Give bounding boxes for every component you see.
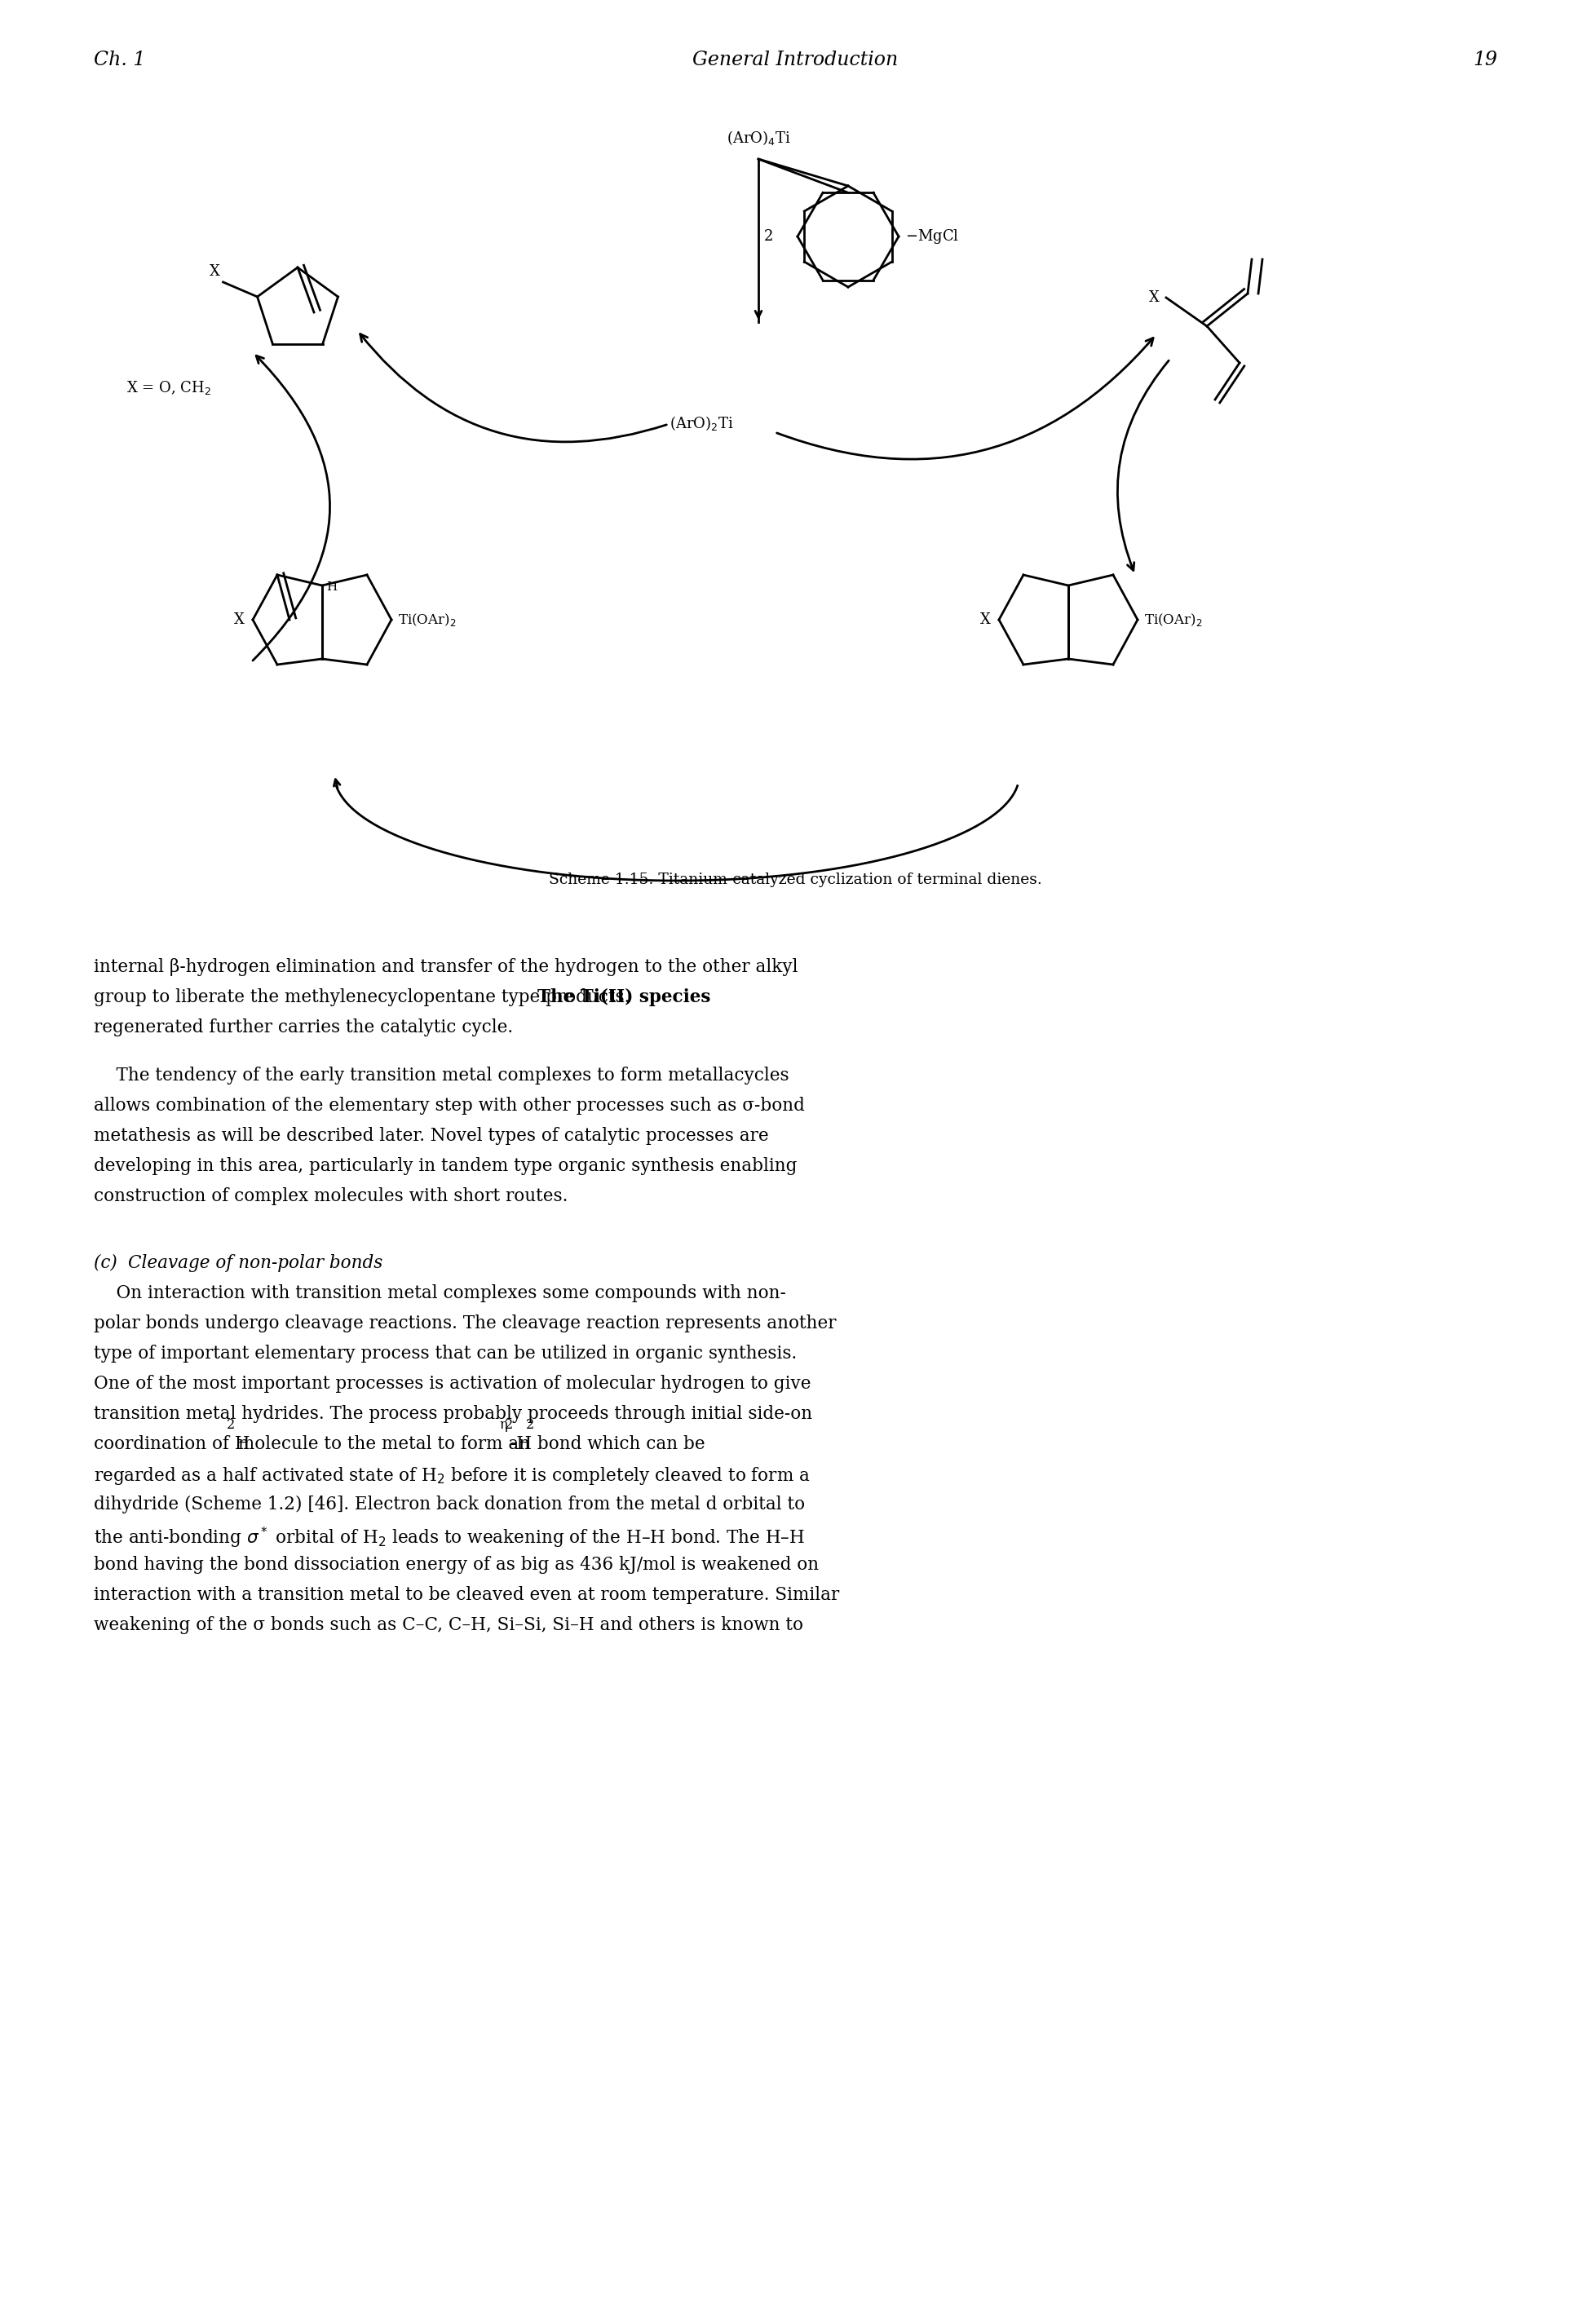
Text: molecule to the metal to form an: molecule to the metal to form an — [232, 1434, 536, 1452]
FancyArrowPatch shape — [253, 356, 329, 660]
Text: -H: -H — [511, 1434, 531, 1452]
Text: bond having the bond dissociation energy of as big as 436 kJ/mol is weakened on: bond having the bond dissociation energy… — [94, 1555, 819, 1573]
FancyArrowPatch shape — [1117, 360, 1169, 569]
Text: 2: 2 — [527, 1418, 535, 1432]
Text: Ti(OAr)$_2$: Ti(OAr)$_2$ — [1144, 611, 1203, 627]
Text: X: X — [234, 614, 245, 627]
Text: X: X — [1149, 290, 1160, 304]
Text: (c): (c) — [94, 1255, 129, 1271]
Text: the anti-bonding $\sigma^*$ orbital of H$_2$ leads to weakening of the H–H bond.: the anti-bonding $\sigma^*$ orbital of H… — [94, 1525, 805, 1550]
Text: allows combination of the elementary step with other processes such as σ-bond: allows combination of the elementary ste… — [94, 1097, 805, 1116]
Text: (ArO)$_2$Ti: (ArO)$_2$Ti — [670, 414, 733, 432]
Text: polar bonds undergo cleavage reactions. The cleavage reaction represents another: polar bonds undergo cleavage reactions. … — [94, 1313, 837, 1332]
FancyArrowPatch shape — [776, 337, 1153, 460]
Text: 2: 2 — [228, 1418, 235, 1432]
Text: type of important elementary process that can be utilized in organic synthesis.: type of important elementary process tha… — [94, 1343, 797, 1362]
Text: construction of complex molecules with short routes.: construction of complex molecules with s… — [94, 1188, 568, 1206]
Text: internal β-hydrogen elimination and transfer of the hydrogen to the other alkyl: internal β-hydrogen elimination and tran… — [94, 957, 799, 976]
FancyArrowPatch shape — [360, 335, 667, 442]
Text: X: X — [980, 614, 991, 627]
Text: (ArO)$_4$Ti: (ArO)$_4$Ti — [727, 128, 791, 146]
Text: $-$MgCl: $-$MgCl — [905, 228, 959, 246]
Text: 2: 2 — [764, 230, 773, 244]
Text: H: H — [326, 581, 337, 593]
Text: developing in this area, particularly in tandem type organic synthesis enabling: developing in this area, particularly in… — [94, 1157, 797, 1176]
Text: coordination of H: coordination of H — [94, 1434, 250, 1452]
Text: bond which can be: bond which can be — [531, 1434, 705, 1452]
Text: 2: 2 — [504, 1418, 514, 1432]
Text: X = O, CH$_2$: X = O, CH$_2$ — [126, 379, 212, 397]
Text: transition metal hydrides. The process probably proceeds through initial side-on: transition metal hydrides. The process p… — [94, 1404, 813, 1422]
Text: metathesis as will be described later. Novel types of catalytic processes are: metathesis as will be described later. N… — [94, 1127, 768, 1146]
Text: The tendency of the early transition metal complexes to form metallacycles: The tendency of the early transition met… — [94, 1067, 789, 1085]
Text: Ch. 1: Ch. 1 — [94, 51, 145, 70]
Text: interaction with a transition metal to be cleaved even at room temperature. Simi: interaction with a transition metal to b… — [94, 1585, 840, 1604]
Text: Ti(OAr)$_2$: Ti(OAr)$_2$ — [398, 611, 457, 627]
Text: 19: 19 — [1473, 51, 1497, 70]
Text: One of the most important processes is activation of molecular hydrogen to give: One of the most important processes is a… — [94, 1373, 811, 1392]
Text: X: X — [210, 265, 220, 279]
Text: weakening of the σ bonds such as C–C, C–H, Si–Si, Si–H and others is known to: weakening of the σ bonds such as C–C, C–… — [94, 1615, 803, 1634]
Text: Scheme 1.15. Titanium-catalyzed cyclization of terminal dienes.: Scheme 1.15. Titanium-catalyzed cyclizat… — [549, 872, 1042, 888]
Text: group to liberate the methylenecyclopentane type products.: group to liberate the methylenecyclopent… — [94, 988, 635, 1006]
Text: dihydride (Scheme 1.2) [46]. Electron back donation from the metal d orbital to: dihydride (Scheme 1.2) [46]. Electron ba… — [94, 1494, 805, 1513]
Text: η: η — [500, 1418, 508, 1432]
Text: regarded as a half activated state of H$_2$ before it is completely cleaved to f: regarded as a half activated state of H$… — [94, 1464, 810, 1487]
Text: regenerated further carries the catalytic cycle.: regenerated further carries the catalyti… — [94, 1018, 512, 1037]
Text: General Introduction: General Introduction — [692, 51, 897, 70]
Text: On interaction with transition metal complexes some compounds with non-: On interaction with transition metal com… — [94, 1283, 786, 1301]
Text: Cleavage of non-polar bonds: Cleavage of non-polar bonds — [127, 1255, 383, 1271]
Text: The Ti(II) species: The Ti(II) species — [538, 988, 711, 1006]
